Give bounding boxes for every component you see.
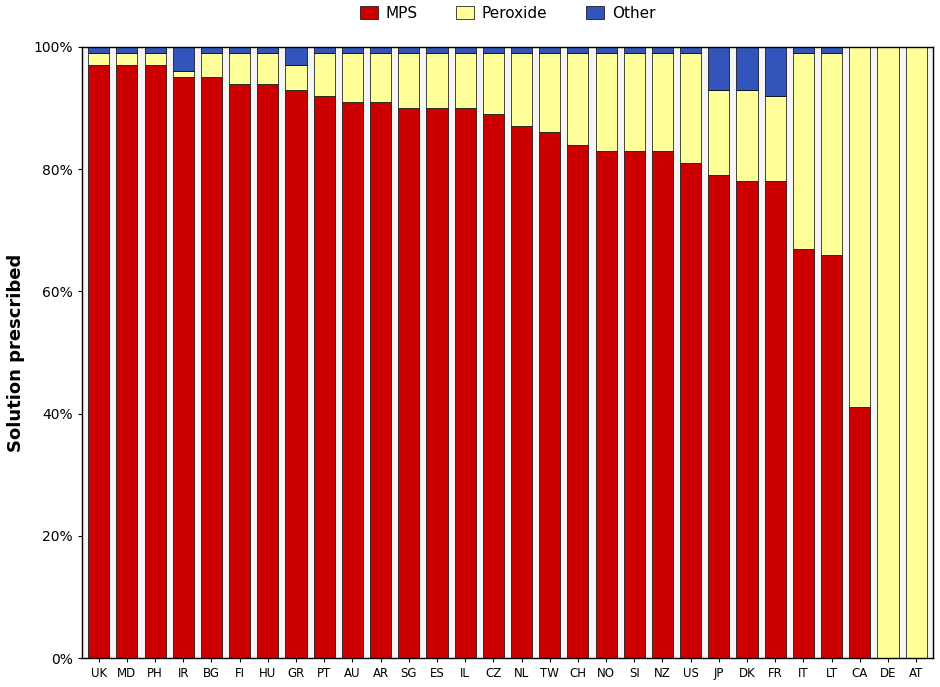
Bar [736, 47, 758, 90]
Bar [201, 47, 222, 53]
Bar [173, 47, 194, 71]
Bar [145, 47, 165, 53]
Bar [427, 53, 447, 108]
Bar [596, 53, 617, 151]
Bar [511, 47, 532, 53]
Bar [455, 53, 476, 108]
Bar [905, 47, 927, 658]
Bar [792, 53, 814, 249]
Bar [370, 47, 391, 53]
Bar [736, 90, 758, 181]
Bar [511, 126, 532, 658]
Y-axis label: Solution prescribed: Solution prescribed [7, 254, 25, 451]
Bar [145, 53, 165, 65]
Bar [201, 78, 222, 658]
Bar [624, 47, 645, 53]
Bar [88, 65, 109, 658]
Bar [483, 53, 504, 114]
Bar [680, 53, 701, 163]
Bar [651, 53, 673, 151]
Bar [314, 47, 335, 53]
Bar [201, 53, 222, 78]
Bar [455, 108, 476, 658]
Bar [173, 78, 194, 658]
Bar [399, 47, 419, 53]
Bar [258, 84, 278, 658]
Bar [229, 47, 250, 53]
Bar [821, 255, 842, 658]
Bar [258, 53, 278, 84]
Bar [596, 151, 617, 658]
Legend: MPS, Peroxide, Other: MPS, Peroxide, Other [353, 0, 662, 27]
Bar [821, 53, 842, 255]
Bar [708, 90, 729, 175]
Bar [483, 114, 504, 658]
Bar [455, 47, 476, 53]
Bar [624, 151, 645, 658]
Bar [624, 53, 645, 151]
Bar [680, 163, 701, 658]
Bar [736, 181, 758, 658]
Bar [764, 95, 786, 181]
Bar [511, 53, 532, 126]
Bar [117, 47, 137, 53]
Bar [88, 47, 109, 53]
Bar [342, 53, 363, 102]
Bar [540, 133, 560, 658]
Bar [568, 53, 588, 145]
Bar [849, 407, 870, 658]
Bar [849, 47, 870, 407]
Bar [877, 47, 899, 658]
Bar [342, 102, 363, 658]
Bar [314, 53, 335, 95]
Bar [596, 47, 617, 53]
Bar [651, 151, 673, 658]
Bar [821, 47, 842, 53]
Bar [88, 53, 109, 65]
Bar [173, 71, 194, 78]
Bar [708, 175, 729, 658]
Bar [792, 249, 814, 658]
Bar [342, 47, 363, 53]
Bar [568, 145, 588, 658]
Bar [399, 53, 419, 108]
Bar [708, 47, 729, 90]
Bar [427, 108, 447, 658]
Bar [145, 65, 165, 658]
Bar [540, 47, 560, 53]
Bar [286, 65, 306, 90]
Bar [540, 53, 560, 133]
Bar [370, 102, 391, 658]
Bar [370, 53, 391, 102]
Bar [764, 47, 786, 95]
Bar [314, 95, 335, 658]
Bar [792, 47, 814, 53]
Bar [568, 47, 588, 53]
Bar [229, 84, 250, 658]
Bar [483, 47, 504, 53]
Bar [286, 90, 306, 658]
Bar [117, 65, 137, 658]
Bar [680, 47, 701, 53]
Bar [399, 108, 419, 658]
Bar [427, 47, 447, 53]
Bar [286, 47, 306, 65]
Bar [764, 181, 786, 658]
Bar [117, 53, 137, 65]
Bar [651, 47, 673, 53]
Bar [258, 47, 278, 53]
Bar [229, 53, 250, 84]
